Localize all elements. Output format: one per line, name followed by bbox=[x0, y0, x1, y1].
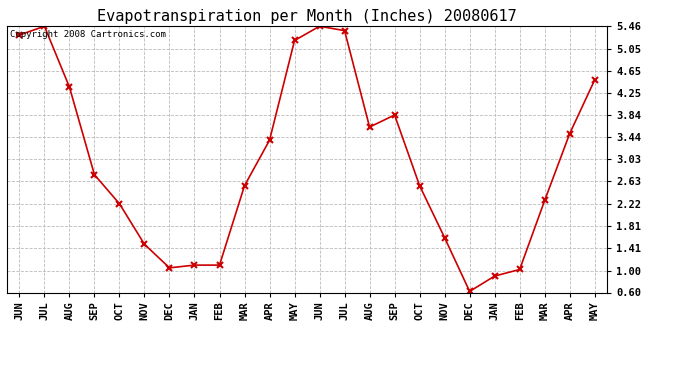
Title: Evapotranspiration per Month (Inches) 20080617: Evapotranspiration per Month (Inches) 20… bbox=[97, 9, 517, 24]
Text: Copyright 2008 Cartronics.com: Copyright 2008 Cartronics.com bbox=[10, 30, 166, 39]
